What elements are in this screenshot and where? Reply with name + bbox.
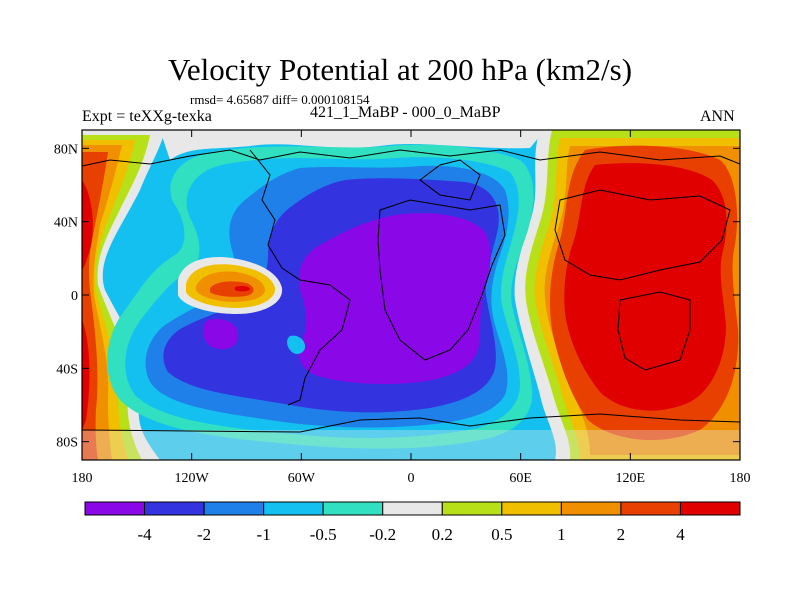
experiment-label: Expt = teXXg-texka bbox=[82, 108, 212, 125]
colorbar-swatch bbox=[144, 501, 205, 516]
y-tick-label: 0 bbox=[71, 289, 78, 304]
y-tick-label: 40S bbox=[56, 362, 78, 377]
x-tick-label: 180 bbox=[72, 471, 93, 486]
chart-title: Velocity Potential at 200 hPa (km2/s) bbox=[167, 52, 633, 87]
colorbar-swatch bbox=[263, 501, 324, 516]
colorbar-label: -0.2 bbox=[369, 525, 396, 544]
colorbar-label: 4 bbox=[676, 525, 685, 544]
colorbar-label: -0.5 bbox=[310, 525, 337, 544]
season-label: ANN bbox=[700, 108, 735, 125]
coast-africa bbox=[377, 199, 506, 361]
y-tick-label: 80S bbox=[56, 436, 78, 451]
y-tick-label: 40N bbox=[54, 216, 78, 231]
colorbar-swatch bbox=[679, 501, 741, 516]
colorbar: -4 -2 -1 -0.5 -0.2 0.2 0.5 1 2 4 bbox=[84, 501, 741, 544]
colorbar-label: 1 bbox=[557, 525, 566, 544]
colorbar-label: 0.5 bbox=[491, 525, 512, 544]
coast-australia bbox=[617, 291, 691, 371]
x-axis: 180 120W 60W 0 60E 120E 180 bbox=[72, 130, 751, 486]
colorbar-swatch bbox=[382, 501, 443, 516]
coast-arctic bbox=[82, 149, 740, 167]
x-tick-label: 180 bbox=[730, 471, 751, 486]
colorbar-label: -2 bbox=[197, 525, 211, 544]
coast-asia bbox=[554, 189, 731, 281]
colorbar-label: 2 bbox=[617, 525, 626, 544]
colorbar-label: -1 bbox=[257, 525, 271, 544]
coastlines bbox=[82, 149, 740, 433]
contour-fill-layer bbox=[82, 130, 740, 460]
neg-island-light bbox=[287, 335, 306, 354]
x-tick-label: 120W bbox=[175, 471, 210, 486]
coast-america bbox=[249, 149, 351, 406]
pos-island-3 bbox=[210, 281, 254, 297]
max-west-north bbox=[82, 180, 93, 270]
colorbar-swatch bbox=[501, 501, 562, 516]
neg-min-east-pacific bbox=[202, 318, 239, 350]
x-tick-label: 0 bbox=[408, 471, 415, 486]
x-tick-label: 60E bbox=[509, 471, 532, 486]
rmsd-subtitle: rmsd= 4.65687 diff= 0.000108154 bbox=[190, 92, 370, 107]
pos-island-max bbox=[235, 285, 250, 292]
neg-min-centre bbox=[298, 213, 491, 384]
colorbar-swatch bbox=[560, 501, 622, 516]
colorbar-swatch bbox=[203, 501, 265, 516]
zero-band-north bbox=[160, 130, 545, 160]
y-tick-label: 80N bbox=[54, 142, 78, 157]
colorbar-swatch bbox=[84, 501, 146, 516]
coast-europe bbox=[419, 159, 481, 201]
max-west-pacific bbox=[564, 163, 727, 411]
zero-band-south bbox=[82, 430, 740, 460]
coast-antarctica bbox=[82, 413, 740, 433]
max-west-south bbox=[82, 320, 90, 430]
colorbar-label: -4 bbox=[137, 525, 152, 544]
colorbar-swatch bbox=[322, 501, 384, 516]
colorbar-swatch bbox=[620, 501, 681, 516]
x-tick-label: 120E bbox=[616, 471, 646, 486]
x-tick-label: 60W bbox=[288, 471, 316, 486]
comparison-label: 421_1_MaBP - 000_0_MaBP bbox=[310, 104, 501, 121]
colorbar-label: 0.2 bbox=[432, 525, 453, 544]
y-axis: 80N 40N 0 40S 80S bbox=[54, 142, 740, 451]
colorbar-swatch bbox=[441, 501, 503, 516]
